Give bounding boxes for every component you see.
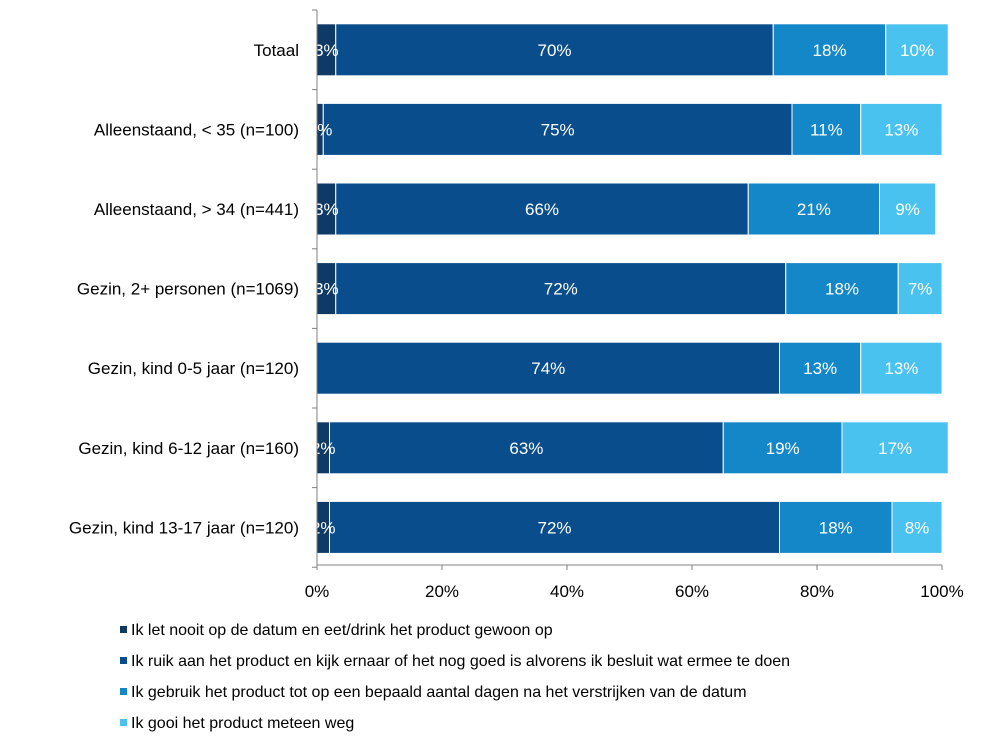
data-label: 19% [766,439,800,458]
data-label: 8% [905,518,930,537]
legend-swatch [120,657,127,664]
data-label: 3% [314,280,339,299]
bar-segment [841,421,949,475]
bar-segment [335,23,774,77]
x-tick-label: 100% [920,582,963,601]
category-label: Totaal [254,41,299,60]
bar-segment [722,421,843,475]
data-label: 10% [900,41,934,60]
x-tick-label: 0% [305,582,330,601]
bar-segment [329,421,724,475]
bar-segment [772,23,887,77]
legend-label: Ik gebruik het product tot op een bepaal… [131,684,747,701]
data-label: 3% [314,41,339,60]
data-label: 66% [525,200,559,219]
data-label: 74% [531,359,565,378]
legend-swatch [120,626,127,633]
data-label: 1% [308,120,333,139]
legend: Ik let nooit op de datum en eet/drink he… [120,622,790,732]
category-labels: Totaal Alleenstaand, < 35 (n=100) Alleenst… [69,41,299,538]
bar-segment [785,262,899,316]
x-tick-label: 20% [425,582,459,601]
x-tick-label: 40% [550,582,584,601]
bar-segment [885,23,949,77]
data-label: 75% [541,120,575,139]
category-label: Gezin, kind 6-12 jaar (n=160) [78,439,299,458]
bar-segment [335,182,749,236]
bar-labels: 3% 70% 18% 10% 1% 75% 11% 13% 3% 66% 21% 9% 3% 72% 18%… [308,41,934,538]
bar-segment [897,262,943,316]
data-label: 21% [797,200,831,219]
bar-segment [322,102,793,156]
bar-segment [779,500,893,554]
data-label: 18% [812,41,846,60]
bars [316,23,949,554]
legend-label: Ik gooi het product meteen weg [131,715,354,732]
legend-swatch [120,719,127,726]
data-label: 72% [544,280,578,299]
data-label: 3% [314,200,339,219]
bar-segment [747,182,880,236]
bar-segment [791,102,862,156]
x-tick-label: 60% [675,582,709,601]
data-label: 18% [819,518,853,537]
bar-segment [860,102,943,156]
data-label: 13% [803,359,837,378]
category-label: Alleenstaand, > 34 (n=441) [94,200,299,219]
data-label: 7% [908,280,933,299]
bar-segment [316,341,780,395]
bar-segment [891,500,943,554]
legend-swatch [120,688,127,695]
bar-segment [329,500,780,554]
x-tick-label: 80% [800,582,834,601]
data-label: 13% [884,120,918,139]
data-label: 9% [895,200,920,219]
data-label: 70% [537,41,571,60]
bar-segment [860,341,943,395]
category-label: Gezin, kind 0-5 jaar (n=120) [88,359,299,378]
data-label: 18% [825,280,859,299]
category-label: Gezin, 2+ personen (n=1069) [77,280,299,299]
data-label: 72% [537,518,571,537]
data-label: 2% [311,518,336,537]
legend-label: Ik let nooit op de datum en eet/drink he… [131,622,553,639]
data-label: 11% [810,120,843,139]
bar-segment [335,262,787,316]
bar-segment [879,182,937,236]
category-label: Alleenstaand, < 35 (n=100) [94,120,299,139]
data-label: 2% [311,439,336,458]
axes: 0% 20% 40% 60% 80% 100% [305,9,964,601]
category-label: Gezin, kind 13-17 jaar (n=120) [69,518,299,537]
data-label: 17% [878,439,912,458]
data-label: 63% [509,439,543,458]
bar-segment [779,341,862,395]
legend-label: Ik ruik aan het product en kijk ernaar o… [131,653,790,670]
data-label: 13% [884,359,918,378]
